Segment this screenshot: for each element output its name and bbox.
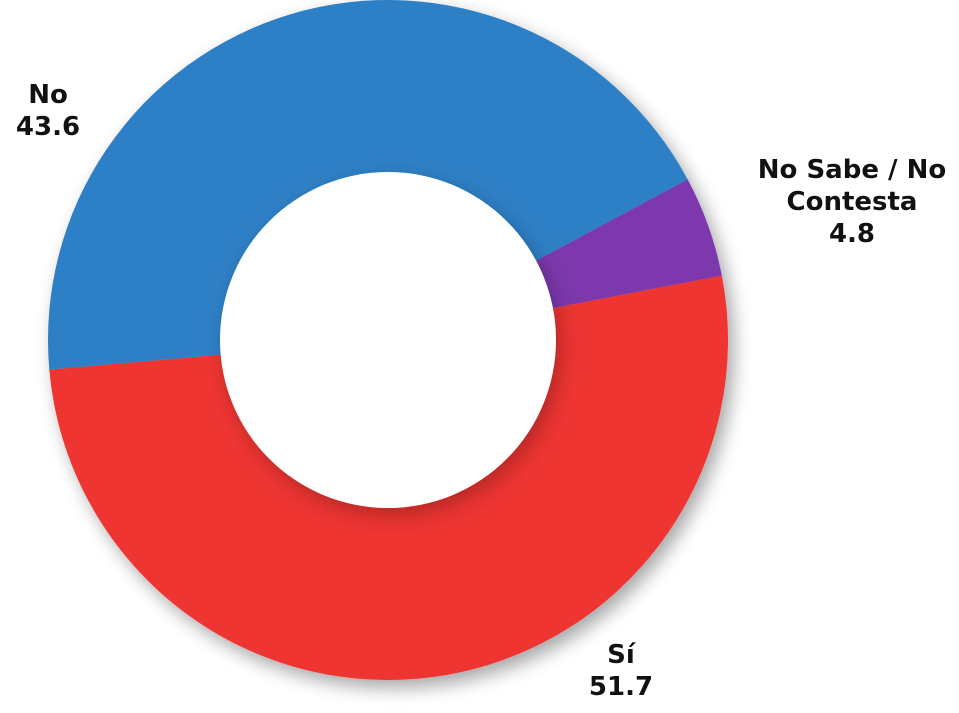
- slice-category-label: Sí: [607, 640, 637, 670]
- slice-value-label: 43.6: [16, 112, 80, 142]
- slice-category-label: Contesta: [787, 187, 918, 217]
- slice-value-label: 51.7: [589, 672, 653, 702]
- donut-hole: [220, 172, 556, 508]
- slice-category-label: No: [28, 80, 68, 110]
- slice-category-label: No Sabe / No: [758, 155, 946, 185]
- slice-value-label: 4.8: [829, 219, 875, 249]
